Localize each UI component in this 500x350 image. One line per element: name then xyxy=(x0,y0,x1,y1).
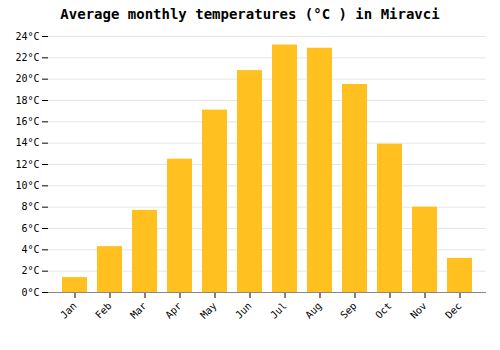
svg-text:10°C: 10°C xyxy=(15,180,39,191)
svg-text:Dec: Dec xyxy=(443,300,464,321)
svg-text:6°C: 6°C xyxy=(21,223,39,234)
svg-text:4°C: 4°C xyxy=(21,244,39,255)
svg-text:20°C: 20°C xyxy=(15,73,39,84)
svg-text:18°C: 18°C xyxy=(15,95,39,106)
svg-text:16°C: 16°C xyxy=(15,116,39,127)
svg-text:24°C: 24°C xyxy=(15,31,39,42)
svg-text:Sep: Sep xyxy=(338,300,359,321)
svg-text:Apr: Apr xyxy=(163,300,184,321)
svg-text:May: May xyxy=(198,300,219,321)
svg-text:Nov: Nov xyxy=(408,300,429,321)
svg-text:Jun: Jun xyxy=(233,300,254,321)
svg-text:8°C: 8°C xyxy=(21,201,39,212)
svg-text:Feb: Feb xyxy=(93,300,114,321)
svg-text:0°C: 0°C xyxy=(21,287,39,298)
svg-text:Jan: Jan xyxy=(58,300,79,321)
svg-text:Oct: Oct xyxy=(373,300,394,321)
svg-text:Mar: Mar xyxy=(128,300,149,321)
html-text:Average monthly temperatures (: Average monthly temperatures (°C ) in Mi… xyxy=(60,6,440,22)
svg-text:12°C: 12°C xyxy=(15,159,39,170)
svg-text:2°C: 2°C xyxy=(21,265,39,276)
svg-text:22°C: 22°C xyxy=(15,52,39,63)
svg-text:Aug: Aug xyxy=(303,300,324,321)
svg-text:14°C: 14°C xyxy=(15,137,39,148)
svg-text:Jul: Jul xyxy=(268,300,289,321)
